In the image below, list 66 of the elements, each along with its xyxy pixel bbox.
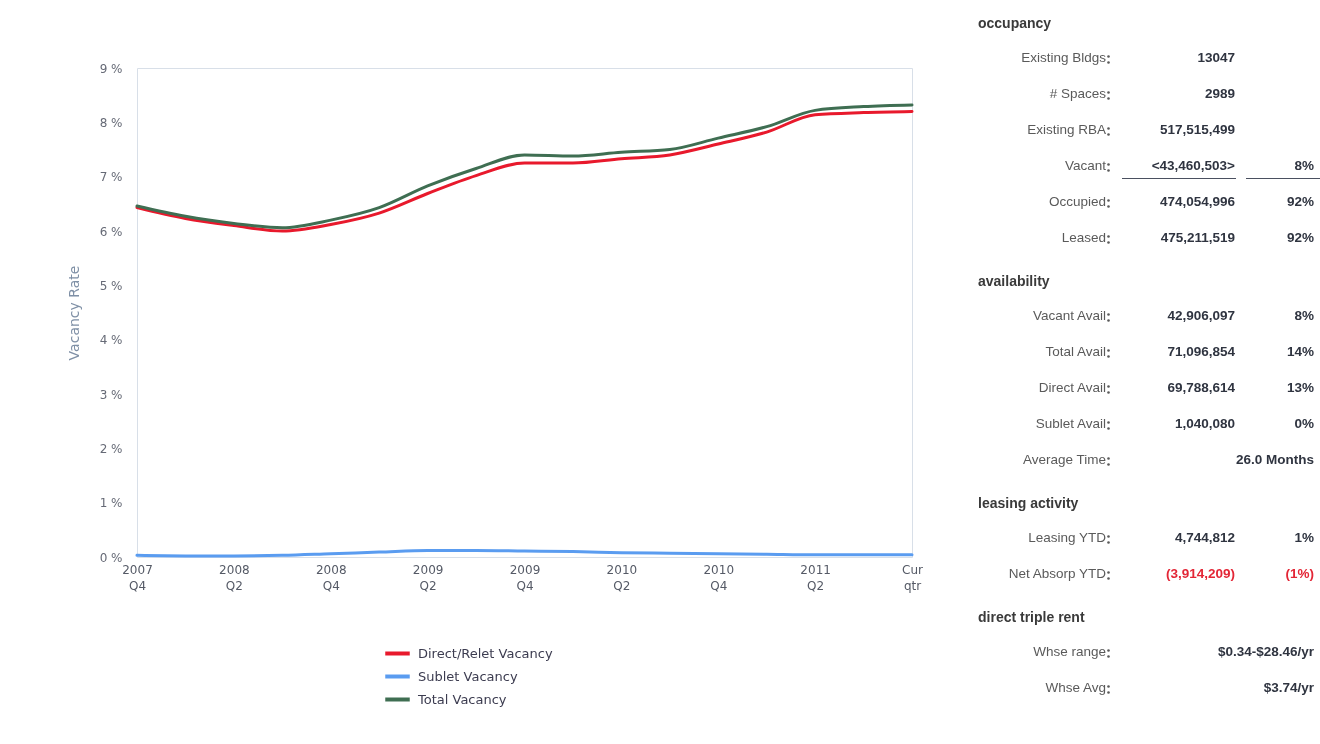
category-label: Vacant bbox=[1064, 158, 1106, 174]
category-label: Sublet Avail bbox=[1035, 416, 1106, 432]
x-tick-label: 2009 Q4 bbox=[509, 562, 541, 593]
legend-label: Direct/Relet Vacancy bbox=[418, 645, 553, 661]
x-tick-label: 2008 Q2 bbox=[219, 562, 250, 593]
data-label: 2989 bbox=[1204, 86, 1235, 102]
data-label: 8% bbox=[1294, 158, 1314, 174]
x-tick-label: 2009 Q2 bbox=[412, 562, 444, 593]
y-tick-label: 7 % bbox=[99, 170, 123, 185]
data-label: (1%) bbox=[1285, 566, 1314, 582]
data-label: 0% bbox=[1294, 416, 1314, 432]
data-label: 8% bbox=[1294, 308, 1314, 324]
y-tick-label: 9 % bbox=[99, 61, 123, 76]
data-label: 69,788,614 bbox=[1167, 380, 1235, 396]
data-label: 1% bbox=[1294, 530, 1314, 546]
data-label: 92% bbox=[1286, 194, 1314, 210]
x-tick-label: Cur qtr bbox=[902, 562, 924, 593]
y-tick-label: 3 % bbox=[99, 387, 123, 402]
data-label: <43,460,503> bbox=[1151, 158, 1235, 174]
category-label: Occupied bbox=[1048, 194, 1106, 210]
y-axis-title: Vacancy Rate bbox=[65, 265, 82, 361]
y-tick-label: 1 % bbox=[99, 496, 123, 511]
category-label: Net Absorp YTD bbox=[1008, 566, 1106, 582]
y-tick-label: 5 % bbox=[99, 278, 123, 293]
text: occupancy bbox=[978, 15, 1052, 31]
data-label: 26.0 Months bbox=[1235, 452, 1314, 468]
y-tick-label: 2 % bbox=[99, 441, 123, 456]
category-label: Whse Avg bbox=[1045, 680, 1106, 696]
category-label: Leased bbox=[1061, 230, 1106, 246]
category-label: Existing Bldgs bbox=[1021, 50, 1106, 66]
category-label: Direct Avail bbox=[1038, 380, 1106, 396]
data-label: 42,906,097 bbox=[1167, 308, 1235, 324]
x-tick-label: 2007 Q4 bbox=[122, 562, 153, 593]
data-label: (3,914,209) bbox=[1165, 566, 1235, 582]
data-label: 517,515,499 bbox=[1159, 122, 1235, 138]
category-label: Total Avail bbox=[1045, 344, 1106, 360]
data-label: 14% bbox=[1286, 344, 1314, 360]
y-tick-label: 8 % bbox=[99, 115, 123, 130]
x-tick-label: 2008 Q4 bbox=[315, 562, 347, 593]
category-label: Vacant Avail bbox=[1032, 308, 1106, 324]
data-label: 1,040,080 bbox=[1174, 416, 1235, 432]
data-label: $3.74/yr bbox=[1263, 680, 1314, 696]
y-tick-label: 0 % bbox=[99, 550, 123, 565]
data-label: 13047 bbox=[1197, 50, 1235, 66]
legend-label: Sublet Vacancy bbox=[418, 668, 518, 684]
x-tick-label: 2011 Q2 bbox=[800, 562, 831, 593]
x-tick-label: 2010 Q2 bbox=[606, 562, 638, 593]
category-label: Whse range bbox=[1033, 644, 1106, 660]
category-label: Existing RBA bbox=[1027, 122, 1106, 138]
y-tick-label: 6 % bbox=[99, 224, 123, 239]
category-label: Average Time bbox=[1022, 452, 1106, 468]
category-label: # Spaces bbox=[1049, 86, 1106, 102]
text: availability bbox=[978, 273, 1050, 289]
data-label: 474,054,996 bbox=[1159, 194, 1235, 210]
data-label: 475,211,519 bbox=[1160, 230, 1235, 246]
data-label: 92% bbox=[1286, 230, 1314, 246]
y-tick-label: 4 % bbox=[99, 333, 123, 348]
data-label: 13% bbox=[1286, 380, 1314, 396]
x-tick-label: 2010 Q4 bbox=[703, 562, 735, 593]
category-label: Leasing YTD bbox=[1028, 530, 1106, 546]
data-label: 4,744,812 bbox=[1174, 530, 1235, 546]
legend-label: Total Vacancy bbox=[417, 691, 507, 707]
text: leasing activity bbox=[978, 495, 1079, 511]
data-label: 71,096,854 bbox=[1167, 344, 1235, 360]
text: direct triple rent bbox=[978, 609, 1085, 625]
data-label: $0.34-$28.46/yr bbox=[1217, 644, 1314, 660]
